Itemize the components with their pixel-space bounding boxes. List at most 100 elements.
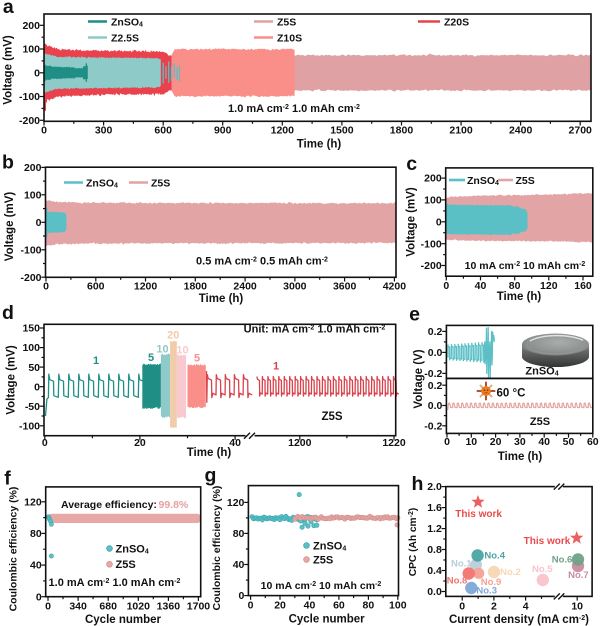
- svg-text:1800: 1800: [184, 281, 208, 293]
- svg-text:-200: -200: [20, 272, 41, 284]
- svg-text:Z2.5S: Z2.5S: [111, 32, 139, 44]
- svg-text:10: 10: [156, 343, 168, 355]
- svg-text:0.0: 0.0: [428, 347, 443, 359]
- svg-text:-0.2: -0.2: [424, 420, 442, 432]
- svg-text:-200: -200: [19, 115, 40, 127]
- svg-text:0: 0: [34, 67, 40, 79]
- svg-text:Z20S: Z20S: [444, 16, 469, 28]
- svg-text:ZnSO4: ZnSO4: [111, 16, 143, 28]
- svg-text:0: 0: [42, 437, 48, 449]
- svg-text:40: 40: [229, 437, 241, 449]
- svg-text:2: 2: [491, 601, 497, 613]
- svg-text:1.0 mA cm-2 1.0 mAh cm-2: 1.0 mA cm-2 1.0 mAh cm-2: [228, 103, 360, 115]
- svg-text:1.2: 1.2: [427, 523, 442, 535]
- svg-text:-100: -100: [19, 420, 40, 432]
- svg-text:100: 100: [24, 189, 42, 201]
- svg-text:0.5 mA cm-2 0.5 mAh cm-2: 0.5 mA cm-2 0.5 mAh cm-2: [196, 255, 328, 267]
- svg-text:b: b: [2, 152, 14, 174]
- svg-text:No.7: No.7: [568, 570, 589, 581]
- svg-text:1360: 1360: [157, 601, 181, 613]
- svg-text:ZnSO4: ZnSO4: [86, 177, 118, 189]
- svg-text:0: 0: [43, 281, 49, 293]
- svg-text:80: 80: [509, 280, 521, 292]
- svg-text:e: e: [409, 304, 420, 326]
- svg-text:1800: 1800: [390, 124, 414, 136]
- svg-text:-100: -100: [421, 238, 442, 250]
- svg-text:0: 0: [34, 381, 40, 393]
- svg-text:Time (h): Time (h): [187, 447, 232, 459]
- svg-text:60: 60: [587, 436, 599, 448]
- svg-text:680: 680: [99, 601, 117, 613]
- svg-text:0: 0: [36, 591, 42, 603]
- svg-text:160: 160: [574, 280, 592, 292]
- svg-text:Z5S: Z5S: [116, 559, 136, 571]
- svg-text:1: 1: [273, 361, 279, 373]
- svg-text:120: 120: [227, 497, 245, 509]
- svg-text:10 mA cm-2 10 mAh cm-2: 10 mA cm-2 10 mAh cm-2: [261, 580, 382, 592]
- svg-text:20: 20: [490, 436, 502, 448]
- svg-text:Z5S: Z5S: [277, 16, 296, 28]
- svg-text:10: 10: [571, 601, 583, 613]
- svg-text:Voltage (V): Voltage (V): [413, 349, 425, 408]
- svg-text:1700: 1700: [187, 601, 211, 613]
- svg-text:1200: 1200: [288, 437, 312, 449]
- svg-text:1220: 1220: [382, 437, 406, 449]
- svg-text:Current density (mA cm-2): Current density (mA cm-2): [449, 614, 589, 626]
- svg-text:Z5S: Z5S: [516, 175, 535, 187]
- svg-text:80: 80: [363, 600, 375, 612]
- svg-text:0: 0: [444, 436, 450, 448]
- svg-text:Time (h): Time (h): [297, 139, 342, 151]
- svg-text:200: 200: [424, 173, 442, 185]
- svg-text:5: 5: [194, 353, 200, 365]
- svg-text:200: 200: [22, 20, 40, 32]
- svg-text:1500: 1500: [330, 124, 354, 136]
- svg-text:ZnSO4: ZnSO4: [467, 175, 499, 187]
- svg-text:20: 20: [274, 600, 286, 612]
- svg-text:f: f: [4, 467, 11, 489]
- svg-text:Z10S: Z10S: [277, 32, 302, 44]
- svg-text:0.8: 0.8: [427, 544, 442, 556]
- svg-text:1.6: 1.6: [427, 502, 442, 514]
- svg-text:Voltage (mV): Voltage (mV): [4, 192, 16, 262]
- svg-text:Time (h): Time (h): [497, 291, 542, 303]
- svg-text:60: 60: [333, 600, 345, 612]
- svg-text:10: 10: [465, 436, 477, 448]
- svg-text:40: 40: [538, 436, 550, 448]
- svg-text:300: 300: [95, 124, 113, 136]
- svg-text:0: 0: [36, 217, 42, 229]
- svg-text:20: 20: [167, 329, 179, 341]
- svg-text:Z5S: Z5S: [530, 416, 550, 428]
- svg-text:120: 120: [540, 280, 558, 292]
- svg-text:4200: 4200: [383, 281, 407, 293]
- svg-text:10 mA cm-2 10 mAh cm-2: 10 mA cm-2 10 mAh cm-2: [465, 260, 586, 272]
- svg-text:2700: 2700: [569, 124, 593, 136]
- svg-text:No.6: No.6: [552, 555, 573, 566]
- svg-text:No.4: No.4: [484, 551, 505, 562]
- svg-text:No.5: No.5: [532, 564, 553, 575]
- svg-text:200: 200: [24, 162, 42, 174]
- svg-text:Time (h): Time (h): [199, 293, 244, 305]
- svg-text:50: 50: [28, 362, 40, 374]
- svg-text:50: 50: [563, 436, 575, 448]
- svg-text:40: 40: [304, 600, 316, 612]
- svg-text:0.2: 0.2: [428, 326, 443, 338]
- svg-text:-0.2: -0.2: [424, 368, 442, 380]
- svg-text:80: 80: [233, 528, 245, 540]
- svg-text:Voltage (mV): Voltage (mV): [406, 187, 418, 257]
- svg-text:120: 120: [24, 496, 42, 508]
- svg-text:1020: 1020: [127, 601, 151, 613]
- svg-text:5: 5: [148, 352, 154, 364]
- svg-text:This work: This work: [455, 509, 502, 520]
- svg-text:Time (h): Time (h): [498, 451, 543, 463]
- svg-text:0: 0: [459, 601, 465, 613]
- svg-text:This work: This work: [524, 536, 571, 547]
- svg-text:0: 0: [248, 600, 254, 612]
- svg-text:ZnSO4: ZnSO4: [525, 365, 558, 377]
- svg-text:0: 0: [41, 124, 47, 136]
- svg-text:100: 100: [424, 195, 442, 207]
- svg-text:-100: -100: [19, 91, 40, 103]
- svg-text:150: 150: [22, 323, 40, 335]
- svg-text:Cycle number: Cycle number: [85, 614, 162, 626]
- svg-text:1: 1: [93, 355, 99, 367]
- svg-text:Unit: mA cm-2 1.0 mAh cm-2: Unit: mA cm-2 1.0 mAh cm-2: [244, 323, 386, 335]
